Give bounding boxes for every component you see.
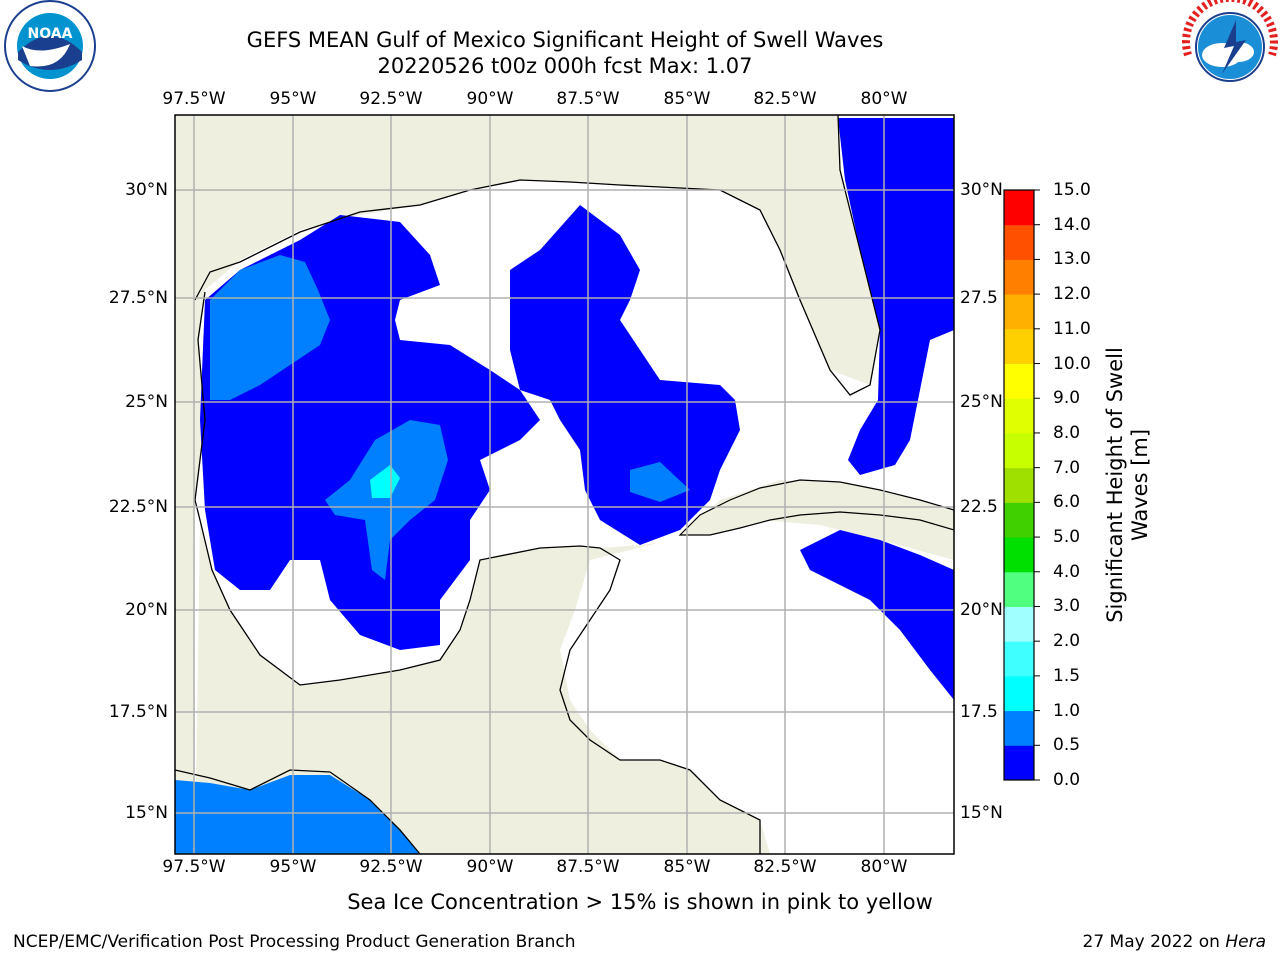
colorbar-segment bbox=[1004, 606, 1034, 642]
lon-label-bottom: 85°W bbox=[663, 857, 711, 877]
sea-ice-note: Sea Ice Concentration > 15% is shown in … bbox=[347, 890, 933, 914]
colorbar-segment bbox=[1004, 502, 1034, 538]
lat-label-right: 20°N bbox=[960, 600, 1003, 620]
colorbar bbox=[1003, 189, 1040, 781]
colorbar-tick-label: 15.0 bbox=[1053, 180, 1091, 200]
noaa-logo: NOAA bbox=[4, 0, 96, 92]
caribbean-water bbox=[560, 520, 954, 854]
footer-host: Hera bbox=[1225, 932, 1266, 952]
colorbar-segment bbox=[1004, 294, 1034, 330]
chart-title: GEFS MEAN Gulf of Mexico Significant Hei… bbox=[246, 28, 884, 52]
colorbar-title: Significant Height of Swell Waves [m] bbox=[1103, 347, 1153, 623]
colorbar-tick-label: 8.0 bbox=[1053, 422, 1081, 443]
lon-label-top: 95°W bbox=[269, 89, 317, 109]
swell-region-1.0-1.5 bbox=[370, 465, 400, 498]
colorbar-frame bbox=[1003, 189, 1035, 781]
colorbar-segment bbox=[1004, 363, 1034, 399]
lat-label-right: 27.5 bbox=[960, 288, 998, 308]
lat-label-left: 22.5°N bbox=[108, 497, 168, 517]
swell-region-0-0.5-caribbean bbox=[800, 530, 954, 700]
lon-label-bottom: 97.5°W bbox=[162, 857, 226, 877]
lon-label-top: 80°W bbox=[860, 89, 908, 109]
lat-label-left: 27.5°N bbox=[108, 288, 168, 308]
lon-label-bottom: 92.5°W bbox=[359, 857, 423, 877]
colorbar-tick-label: 9.0 bbox=[1053, 388, 1081, 409]
colorbar-tick-label: 4.0 bbox=[1053, 561, 1081, 582]
lat-label-left: 17.5°N bbox=[108, 702, 168, 722]
colorbar-segment bbox=[1004, 467, 1034, 503]
colorbar-segment bbox=[1004, 259, 1034, 295]
colorbar-segment bbox=[1004, 675, 1034, 712]
colorbar-tick-label: 13.0 bbox=[1053, 249, 1091, 270]
lon-label-bottom: 87.5°W bbox=[556, 857, 620, 877]
colorbar-tick-label: 0.0 bbox=[1053, 770, 1081, 790]
lon-label-bottom: 95°W bbox=[269, 857, 317, 877]
colorbar-segment bbox=[1004, 432, 1034, 469]
lat-label-right: 17.5 bbox=[960, 702, 998, 722]
nws-logo bbox=[1182, 0, 1278, 94]
lon-label-top: 87.5°W bbox=[556, 89, 620, 109]
graticule bbox=[175, 115, 954, 854]
lon-label-top: 90°W bbox=[466, 89, 514, 109]
lon-label-top: 92.5°W bbox=[359, 89, 423, 109]
lat-label-left: 20°N bbox=[125, 600, 168, 620]
colorbar-tick-label: 0.5 bbox=[1053, 735, 1081, 756]
swell-region-0-0.5-atlantic bbox=[838, 118, 954, 475]
colorbar-tick-label: 5.0 bbox=[1053, 527, 1081, 548]
lat-label-right: 15°N bbox=[960, 803, 1003, 823]
colorbar-segment bbox=[1004, 571, 1034, 607]
colorbar-segment bbox=[1004, 190, 1034, 226]
colorbar-tick-label: 1.5 bbox=[1053, 665, 1081, 686]
lat-label-right: 22.5 bbox=[960, 497, 998, 517]
colorbar-tick-label: 7.0 bbox=[1053, 457, 1081, 478]
colorbar-tick-label: 6.0 bbox=[1053, 492, 1081, 513]
colorbar-segment bbox=[1004, 398, 1034, 434]
colorbar-title-line1: Significant Height of Swell bbox=[1103, 347, 1127, 623]
map-frame bbox=[174, 114, 955, 855]
coastline bbox=[174, 114, 881, 855]
colorbar-segment bbox=[1004, 537, 1034, 573]
colorbar-title-line2: Waves [m] bbox=[1128, 428, 1152, 542]
colorbar-segment bbox=[1004, 224, 1034, 260]
colorbar-segment bbox=[1004, 641, 1034, 677]
colorbar-segment bbox=[1004, 328, 1034, 365]
lon-label-top: 97.5°W bbox=[162, 89, 226, 109]
swell-region-0.5-1.0-pacific bbox=[175, 775, 420, 854]
footer-credit: NCEP/EMC/Verification Post Processing Pr… bbox=[13, 932, 576, 952]
lat-label-left: 30°N bbox=[125, 180, 168, 200]
lon-label-bottom: 90°W bbox=[466, 857, 514, 877]
colorbar-tick-label: 3.0 bbox=[1053, 596, 1081, 617]
lat-label-left: 15°N bbox=[125, 803, 168, 823]
lat-label-right: 25°N bbox=[960, 392, 1003, 412]
colorbar-segment bbox=[1004, 745, 1034, 781]
colorbar-tick-label: 2.0 bbox=[1053, 631, 1081, 652]
colorbar-tick-label: 1.0 bbox=[1053, 700, 1081, 721]
swell-region-0-0.5-central bbox=[510, 205, 740, 545]
lon-label-top: 85°W bbox=[663, 89, 711, 109]
chart-subtitle: 20220526 t00z 000h fcst Max: 1.07 bbox=[377, 54, 753, 78]
lat-label-left: 25°N bbox=[125, 392, 168, 412]
lat-label-right: 30°N bbox=[960, 180, 1003, 200]
lon-label-bottom: 82.5°W bbox=[753, 857, 817, 877]
lon-label-bottom: 80°W bbox=[860, 857, 908, 877]
colorbar-tick-label: 12.0 bbox=[1053, 284, 1091, 305]
swell-region-0.5-1.0-west bbox=[210, 255, 330, 400]
colorbar-tick-label: 10.0 bbox=[1053, 353, 1091, 374]
svg-text:NOAA: NOAA bbox=[28, 26, 73, 42]
colorbar-tick-label: 14.0 bbox=[1053, 214, 1091, 235]
footer-date: 27 May 2022 on Hera bbox=[1083, 932, 1267, 952]
footer-date-text: 27 May 2022 on bbox=[1082, 932, 1220, 952]
lon-label-top: 82.5°W bbox=[753, 89, 817, 109]
swell-region-0.5-1.0-east bbox=[630, 462, 690, 502]
colorbar-tick-label: 11.0 bbox=[1053, 318, 1091, 339]
swell-region-0.5-1.0-central bbox=[325, 420, 448, 580]
colorbar-segment bbox=[1004, 710, 1034, 746]
